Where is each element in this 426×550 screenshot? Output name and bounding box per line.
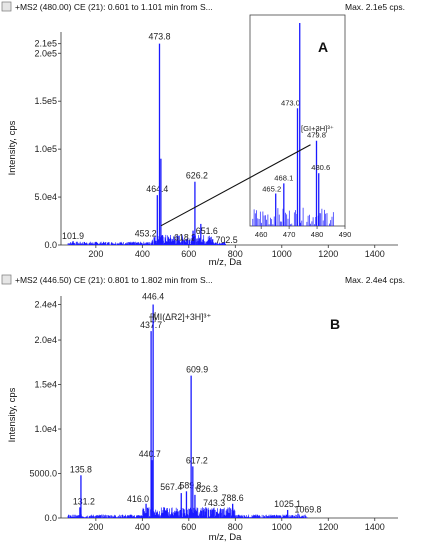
a-baseline-noise [67,234,226,245]
a-x-tick-label: 800 [228,249,243,259]
inset-x-tick-label: 480 [311,230,324,239]
b-y-tick-label: 0.0 [44,513,57,523]
a-peak-label: 618.2 [174,233,196,243]
a-y-tick-label: 1.0e5 [34,144,57,154]
a-peak-label: 101.9 [62,231,84,241]
a-y-tick-label: 1.5e5 [34,96,57,106]
b-peak-label: 135.8 [70,464,92,474]
b-peak-label: 626.3 [196,484,218,494]
inset-peak-label: 465.2 [262,185,281,194]
a-x-tick-label: 600 [181,249,196,259]
a-peak-label: 702.5 [216,235,238,245]
b-peak-label: 617.2 [186,455,208,465]
b-x-tick-label: 400 [135,522,150,532]
panel-b-letter: B [330,316,340,332]
inset-x-tick-label: 460 [255,230,268,239]
a-y-tick-label: 2.0e5 [34,48,57,58]
a-x-tick-label: 1400 [365,249,385,259]
panel-b: +MS2 (446.50) CE (21): 0.801 to 1.802 mi… [1,274,405,543]
inset-x-tick-label: 490 [339,230,352,239]
a-y-tick-label: 2.1e5 [34,39,57,49]
b-x-tick-label: 800 [228,522,243,532]
b-baseline-noise [67,507,308,518]
b-peak-label: 609.9 [186,365,208,375]
b-peak-label: 1069.8 [295,505,322,515]
panel-a-plot: 200 400 600 800 1000 1200 1400 0.0 5.0e4 1.0e5 1.5… [34,14,398,259]
b-peak-label: 1025.1 [274,499,301,509]
b-x-tick-label: 600 [181,522,196,532]
b-y-tick-label: 2.0e4 [34,335,57,345]
b-peak-label: 567.4 [160,482,182,492]
a-y-tick-label: 5.0e4 [34,192,57,202]
a-peak-label: 464.4 [146,184,168,194]
panel-b-collapse-icon[interactable] [1,274,12,285]
a-x-tick-label: 200 [88,249,103,259]
panel-a-header: +MS2 (480.00) CE (21): 0.601 to 1.101 mi… [15,2,213,12]
panel-b-plot: 200 400 600 800 1000 1200 1400 0.0 5000.0 1.0e4 1.… [29,291,398,532]
inset-peak-label: 473.0 [281,98,300,107]
panel-a-max: Max. 2.1e5 cps. [345,2,405,12]
zoom-connector-line [160,144,311,227]
b-peak-label: 446.4 [142,291,164,301]
b-x-tick-label: 200 [88,522,103,532]
b-x-tick-label: 1400 [365,522,385,532]
b-peak-label: 743.3 [203,498,225,508]
panel-a-ylabel: Intensity, cps [7,120,18,175]
panel-b-xlabel: m/z, Da [209,532,242,543]
inset-peak-label: 479.8 [307,131,326,140]
b-peak-label: 440.7 [139,449,161,459]
b-y-tick-label: 1.0e4 [34,424,57,434]
inset-x-tick-label: 470 [283,230,296,239]
panel-b-header: +MS2 (446.50) CE (21): 0.801 to 1.802 mi… [15,275,213,285]
inset-ion-label: [GI+3H]³⁺ [301,124,334,133]
a-y-tick-label: 0.0 [44,240,57,250]
panel-a: +MS2 (480.00) CE (21): 0.601 to 1.101 mi… [1,1,405,268]
a-peak-label: 651.6 [196,226,218,236]
b-peak-label: 437.7 [140,320,162,330]
b-y-tick-label: 2.4e4 [34,299,57,309]
b-peak-label: 788.6 [222,493,244,503]
b-x-tick-label: 1200 [318,522,338,532]
b-y-tick-label: 5000.0 [29,469,57,479]
a-peak-label: 626.2 [186,171,208,181]
panel-a-collapse-icon[interactable] [1,1,12,12]
a-peak-label: 453.2 [135,228,157,238]
b-peak-label: 416.0 [127,494,149,504]
panel-a-xlabel: m/z, Da [209,257,242,268]
inset-peak-label: 480.6 [311,163,330,172]
a-x-tick-label: 1000 [272,249,292,259]
a-x-tick-label: 400 [135,249,150,259]
panel-a-letter: A [318,39,328,55]
b-x-tick-label: 1000 [272,522,292,532]
a-x-tick-label: 1200 [318,249,338,259]
panel-b-ylabel: Intensity, cps [7,387,18,442]
panel-b-ion-label: [MI(ΔR2]+3H]³⁺ [150,312,211,322]
a-peak-label: 473.8 [148,32,170,42]
b-peak-label: 131.2 [73,496,95,506]
panel-b-max: Max. 2.4e4 cps. [345,275,405,285]
inset-peak-label: 468.1 [274,173,293,182]
b-y-tick-label: 1.5e4 [34,380,57,390]
